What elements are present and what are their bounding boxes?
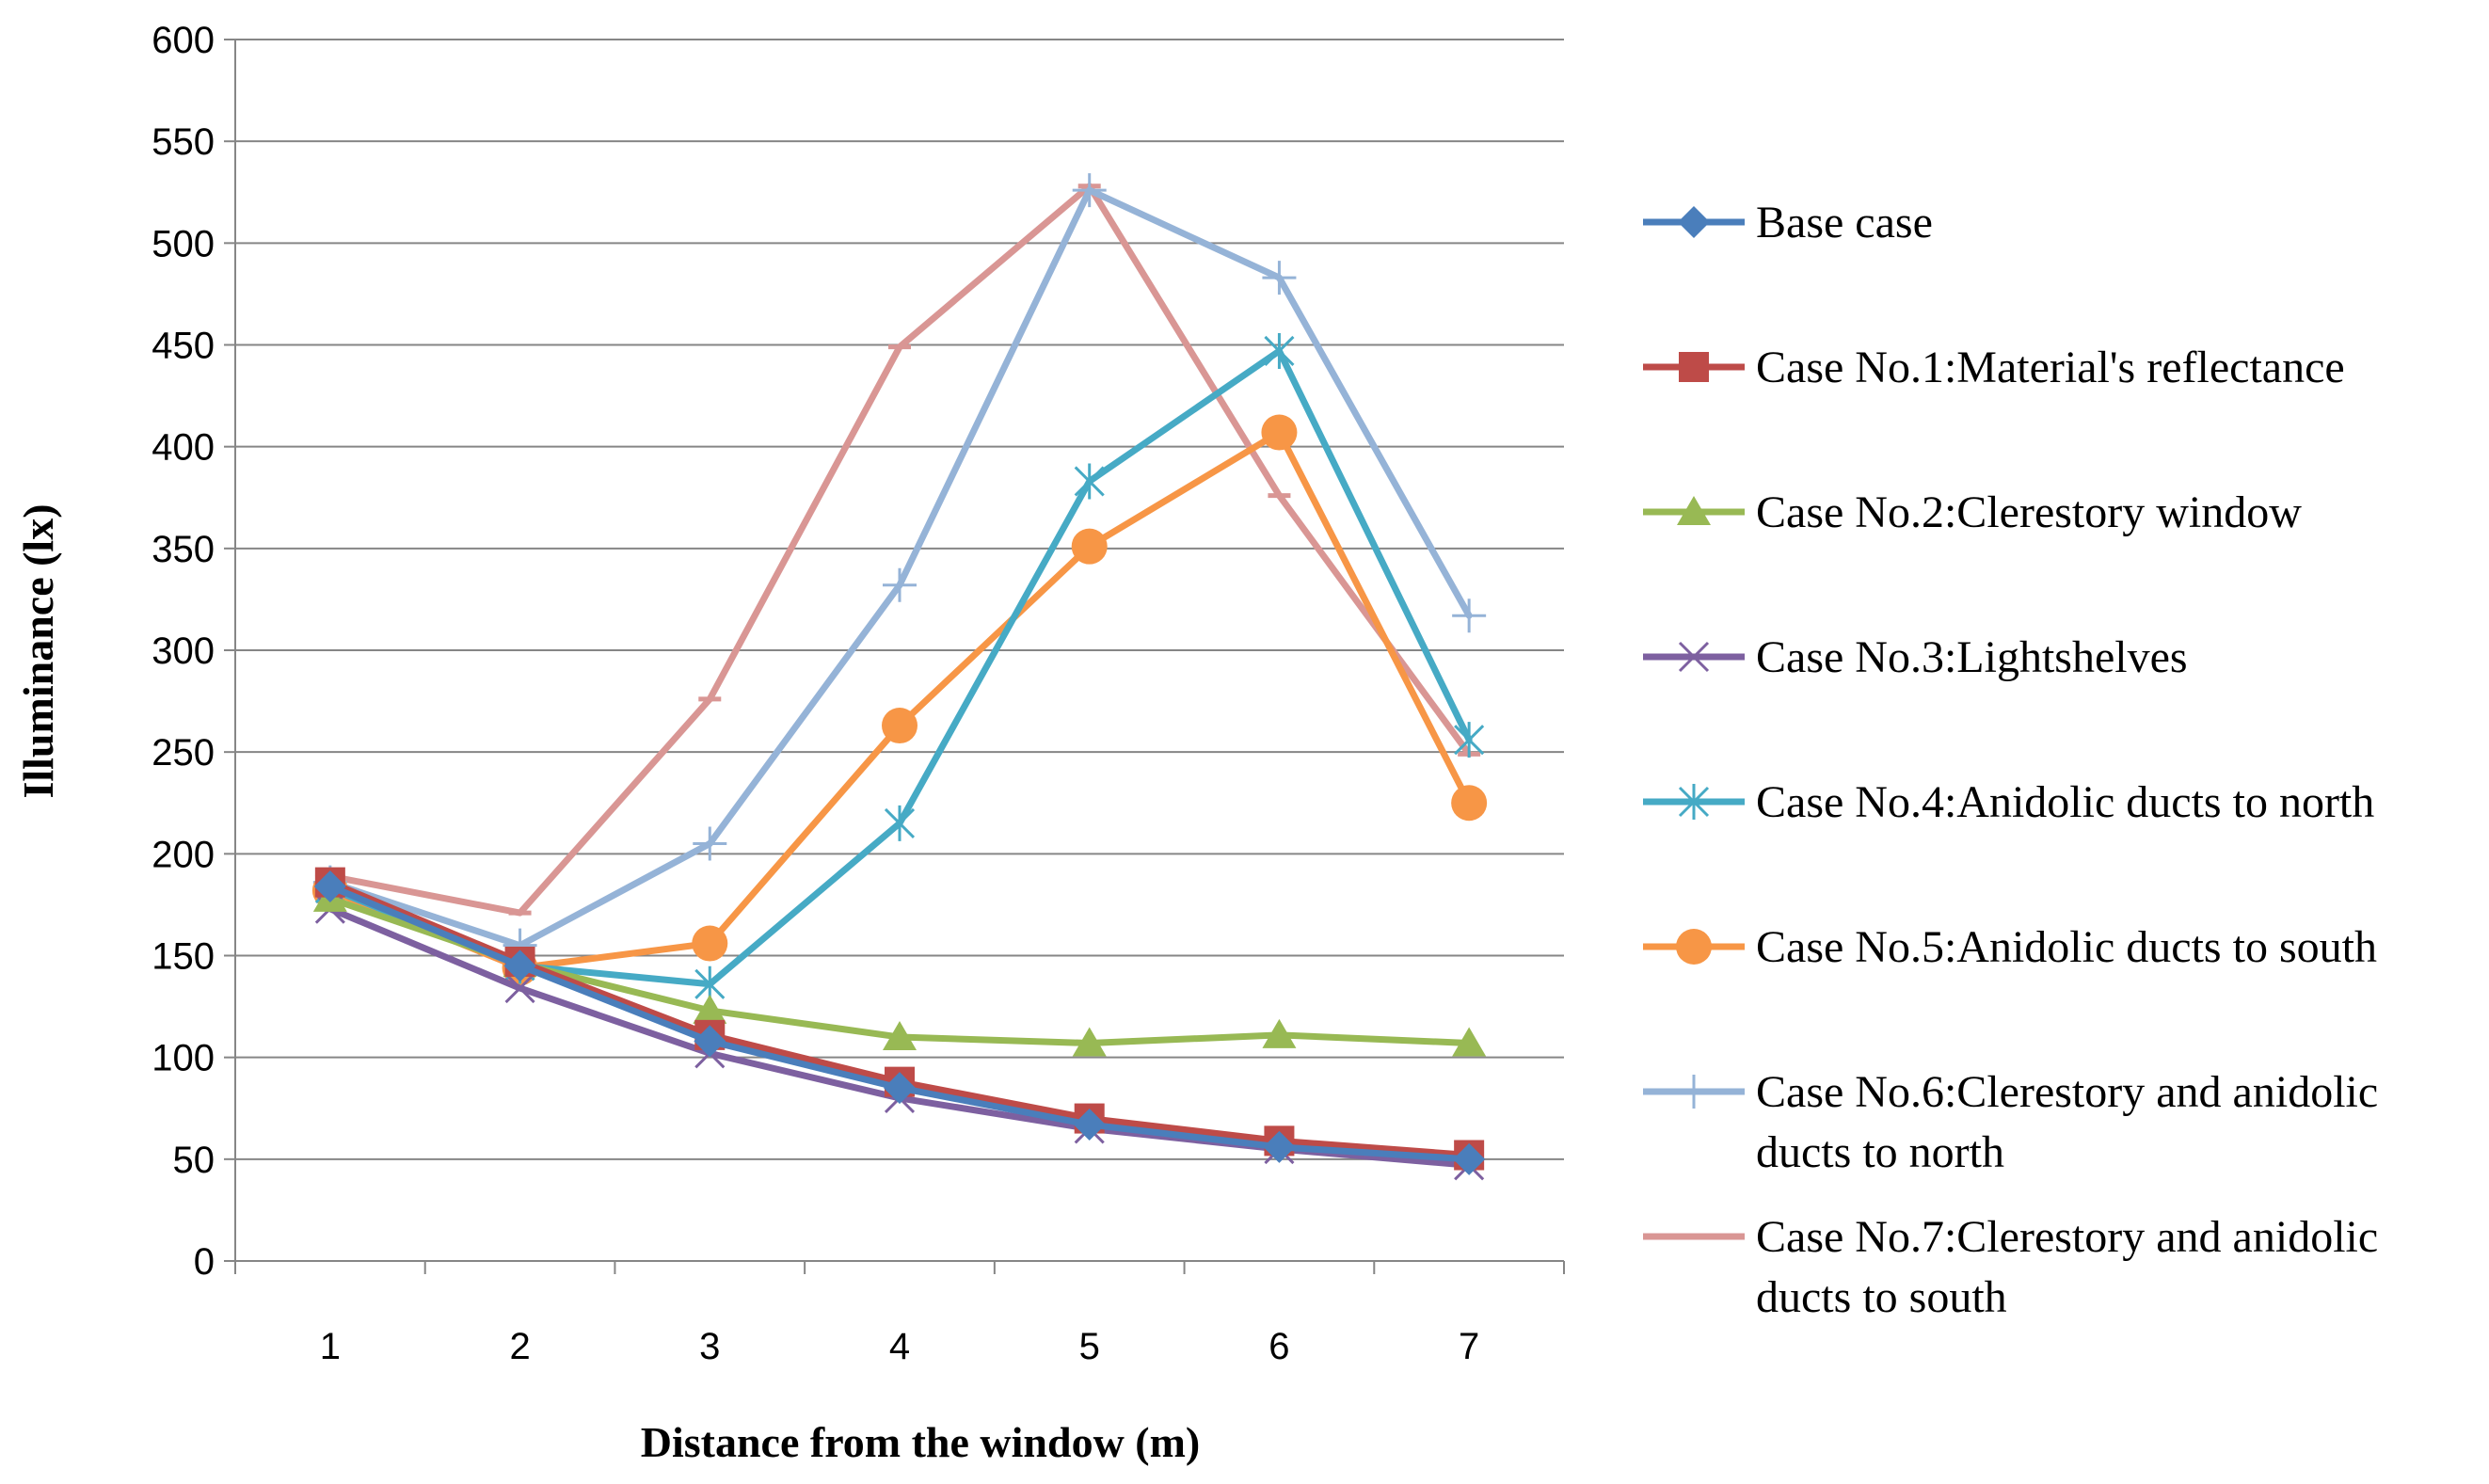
legend-label: Case No.3:Lightshelves xyxy=(1756,632,2188,682)
data-point xyxy=(1452,1027,1487,1057)
y-tick-label: 450 xyxy=(152,326,215,367)
data-point xyxy=(1453,1142,1486,1175)
series-group xyxy=(311,173,1488,1181)
legend-label: Case No.7:Clerestory and anidolic xyxy=(1756,1212,2378,1262)
y-tick-label: 550 xyxy=(152,121,215,163)
x-axis-title: Distance from the window (m) xyxy=(641,1418,1201,1466)
data-point xyxy=(693,826,727,861)
data-point xyxy=(1074,463,1105,500)
y-axis-title: Illuminance (lx) xyxy=(14,503,62,798)
data-point xyxy=(313,870,346,902)
data-point xyxy=(1451,785,1488,822)
legend: Base case Case No.1:Material's reflectanc… xyxy=(1643,198,2378,1322)
series-line xyxy=(327,879,1473,1159)
data-point xyxy=(1262,1018,1297,1048)
legend-marker xyxy=(1676,929,1712,965)
legend-label: Base case xyxy=(1756,198,1933,247)
x-tick-label: 6 xyxy=(1268,1326,1289,1367)
y-tick-label: 350 xyxy=(152,529,215,570)
data-point xyxy=(1262,261,1297,295)
legend-marker xyxy=(1678,641,1710,673)
x-tick-label: 3 xyxy=(699,1326,720,1367)
data-point xyxy=(503,949,536,982)
series-2 xyxy=(314,867,1485,1171)
x-tick-label: 4 xyxy=(889,1326,910,1367)
legend-item-8: Case No.7:Clerestory and anidolic ducts t… xyxy=(1643,1212,2378,1322)
legend-marker xyxy=(1678,206,1710,238)
series-1 xyxy=(313,870,1486,1175)
legend-item-6: Case No.5:Anidolic ducts to south xyxy=(1643,922,2377,972)
series-8 xyxy=(318,183,1481,917)
legend-label: Case No.6:Clerestory and anidolic xyxy=(1756,1067,2378,1117)
x-tick-label: 5 xyxy=(1079,1326,1100,1367)
legend-item-3: Case No.2:Clerestory window xyxy=(1643,487,2302,537)
y-tick-label: 50 xyxy=(173,1140,215,1181)
legend-item-4: Case No.3:Lightshelves xyxy=(1643,632,2188,682)
x-tick-label: 1 xyxy=(320,1326,341,1367)
data-point xyxy=(504,973,535,1004)
legend-label: Case No.2:Clerestory window xyxy=(1756,487,2302,537)
series-6 xyxy=(311,414,1488,986)
y-tick-label: 400 xyxy=(152,427,215,469)
legend-label: Case No.1:Material's reflectance xyxy=(1756,343,2345,392)
data-point xyxy=(884,1072,916,1105)
legend-item-5: Case No.4:Anidolic ducts to north xyxy=(1643,777,2374,827)
data-point xyxy=(692,925,728,962)
legend-label: Case No.5:Anidolic ducts to south xyxy=(1756,922,2377,972)
legend-item-2: Case No.1:Material's reflectance xyxy=(1643,343,2345,392)
legend-label: ducts to south xyxy=(1756,1272,2007,1322)
y-tick-label: 150 xyxy=(152,936,215,978)
legend-marker xyxy=(1678,784,1710,820)
series-line xyxy=(327,183,1473,917)
y-tick-label: 300 xyxy=(152,630,215,672)
data-point xyxy=(1454,722,1485,758)
data-point xyxy=(1071,528,1108,565)
data-point xyxy=(1263,1130,1296,1163)
legend-marker xyxy=(1679,352,1709,382)
legend-label: ducts to north xyxy=(1756,1127,2004,1177)
legend-label: Case No.4:Anidolic ducts to north xyxy=(1756,777,2374,827)
data-point xyxy=(1452,598,1487,633)
legend-marker xyxy=(1677,496,1711,525)
x-tick-label: 7 xyxy=(1459,1326,1479,1367)
series-line xyxy=(327,429,1473,971)
y-tick-label: 500 xyxy=(152,223,215,264)
y-tick-label: 100 xyxy=(152,1038,215,1079)
data-point xyxy=(1072,173,1107,208)
legend-item-7: Case No.6:Clerestory and anidolic ducts t… xyxy=(1643,1067,2378,1177)
data-point xyxy=(883,567,917,602)
legend-item-1: Base case xyxy=(1643,198,1933,247)
y-tick-label: 0 xyxy=(194,1241,215,1283)
tick-labels: 0 50 100 150 200 250 300 350 400 450 500 550 600 1 2 3 4… xyxy=(152,20,1479,1367)
x-tick-label: 2 xyxy=(509,1326,530,1367)
y-tick-label: 600 xyxy=(152,20,215,61)
series-5 xyxy=(314,332,1485,1002)
data-point xyxy=(883,1021,917,1051)
data-point xyxy=(1261,414,1298,451)
data-point xyxy=(1264,332,1295,369)
data-point xyxy=(884,805,916,841)
series-7 xyxy=(312,173,1487,963)
data-point xyxy=(1073,1109,1106,1141)
y-tick-label: 200 xyxy=(152,834,215,875)
data-point xyxy=(693,994,727,1024)
axes xyxy=(224,39,1565,1274)
data-point xyxy=(694,1025,726,1058)
data-point xyxy=(1072,1027,1107,1057)
y-tick-label: 250 xyxy=(152,732,215,774)
legend-marker xyxy=(1677,1075,1711,1109)
data-point xyxy=(882,708,917,744)
